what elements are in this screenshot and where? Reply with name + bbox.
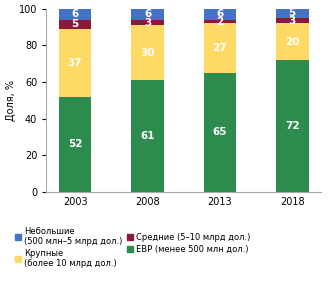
Legend: Небольшие
(500 млн–5 млрд дол.), Крупные
(более 10 млрд дол.), Средние (5–10 млр: Небольшие (500 млн–5 млрд дол.), Крупные…: [15, 227, 250, 268]
Text: 30: 30: [140, 48, 155, 58]
Text: 6: 6: [71, 9, 79, 19]
Bar: [131, 80, 164, 192]
Text: 6: 6: [216, 9, 223, 19]
Bar: [59, 20, 91, 29]
Bar: [204, 9, 236, 20]
Bar: [276, 60, 308, 192]
Text: 3: 3: [289, 16, 296, 26]
Text: 6: 6: [144, 9, 151, 19]
Bar: [204, 73, 236, 192]
Bar: [204, 24, 236, 73]
Text: 3: 3: [144, 18, 151, 27]
Bar: [131, 9, 164, 20]
Text: 5: 5: [71, 19, 79, 30]
Bar: [276, 24, 308, 60]
Text: 37: 37: [68, 58, 82, 68]
Text: 27: 27: [213, 43, 227, 53]
Y-axis label: Доля, %: Доля, %: [6, 80, 16, 121]
Bar: [131, 25, 164, 80]
Bar: [59, 97, 91, 192]
Text: 61: 61: [140, 131, 155, 141]
Text: 2: 2: [216, 17, 223, 27]
Bar: [276, 9, 308, 18]
Text: 5: 5: [289, 9, 296, 18]
Bar: [276, 18, 308, 24]
Text: 65: 65: [213, 127, 227, 137]
Bar: [204, 20, 236, 24]
Bar: [59, 9, 91, 20]
Text: 72: 72: [285, 121, 300, 131]
Bar: [131, 20, 164, 25]
Text: 52: 52: [68, 139, 82, 149]
Bar: [59, 29, 91, 97]
Text: 20: 20: [285, 37, 300, 47]
